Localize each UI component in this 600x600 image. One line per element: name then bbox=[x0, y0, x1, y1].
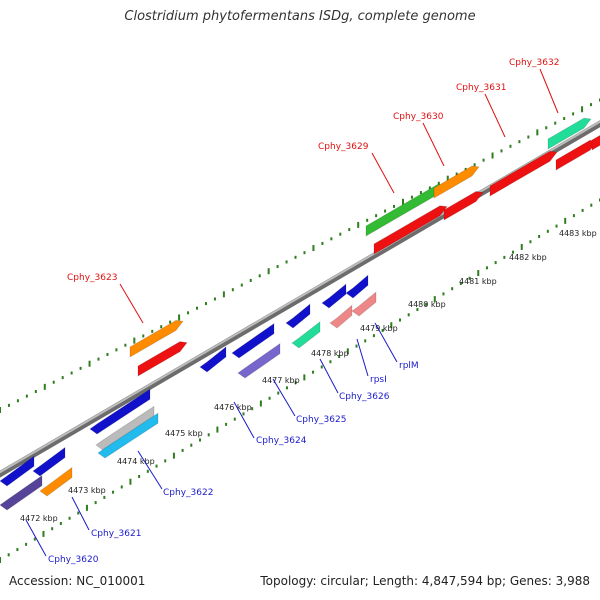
gene-label: Cphy_3632 bbox=[509, 58, 559, 68]
label-leader-line bbox=[272, 378, 296, 417]
genome-summary-text: Topology: circular; Length: 4,847,594 bp… bbox=[260, 574, 590, 588]
gene-label: Cphy_3622 bbox=[163, 488, 213, 498]
gene-label: Cphy_3621 bbox=[91, 529, 141, 539]
gene-blue bbox=[32, 446, 66, 477]
label-leader-line bbox=[422, 122, 445, 167]
gene-cphy-3626 bbox=[291, 320, 321, 349]
kbp-tick-label: 4479 kbp bbox=[360, 324, 398, 333]
gene-label: Cphy_3623 bbox=[67, 273, 117, 283]
gene-rpsi bbox=[329, 304, 353, 329]
gene-cphy-3630 bbox=[433, 165, 480, 199]
kbp-tick-label: 4480 kbp bbox=[408, 300, 446, 309]
map-title: Clostridium phytofermentans ISDg, comple… bbox=[124, 9, 476, 24]
label-leader-line bbox=[319, 358, 339, 394]
gene-cphy-3623 bbox=[129, 319, 184, 358]
genome-backbone-highlight bbox=[0, 120, 600, 474]
label-leader-line bbox=[356, 338, 369, 377]
gene-label: Cphy_3625 bbox=[296, 415, 346, 425]
gene-blue bbox=[345, 274, 369, 299]
label-leader-line bbox=[71, 496, 90, 531]
label-leader-line bbox=[137, 450, 163, 490]
gene-cphy-3625 bbox=[237, 342, 281, 379]
gene-red bbox=[591, 134, 600, 151]
label-leader-line bbox=[233, 401, 255, 439]
accession-text: Accession: NC_010001 bbox=[9, 574, 146, 588]
kbp-tick-label: 4472 kbp bbox=[20, 514, 58, 523]
label-leader-line bbox=[25, 519, 47, 557]
kbp-tick-label: 4477 kbp bbox=[262, 376, 300, 385]
kbp-tick-label: 4478 kbp bbox=[311, 349, 349, 358]
gene-label: rplM bbox=[399, 361, 419, 371]
kbp-tick-label: 4482 kbp bbox=[509, 253, 547, 262]
kbp-tick-label: 4481 kbp bbox=[459, 277, 497, 286]
gene-label: rpsI bbox=[370, 375, 387, 385]
gene-cphy-3622 bbox=[89, 388, 151, 435]
gene-grey bbox=[95, 405, 155, 451]
gene-cyan bbox=[97, 412, 159, 459]
gene-label: Cphy_3624 bbox=[256, 436, 307, 446]
gene-blue bbox=[0, 455, 35, 487]
gene-label: Cphy_3630 bbox=[393, 112, 444, 122]
gene-label: Cphy_3626 bbox=[339, 392, 390, 402]
gene-red bbox=[373, 205, 448, 255]
label-leader-line bbox=[371, 152, 395, 194]
gene-blue bbox=[285, 303, 311, 329]
gene-rplm bbox=[351, 291, 377, 317]
gene-label: Cphy_3629 bbox=[318, 142, 369, 152]
label-leader-line bbox=[374, 322, 398, 363]
gene-blue bbox=[199, 345, 227, 373]
gene-label: Cphy_3620 bbox=[48, 555, 99, 565]
kbp-tick-label: 4473 kbp bbox=[68, 486, 106, 495]
gene-cphy-3632 bbox=[547, 117, 592, 150]
gene-cphy-3621 bbox=[39, 466, 73, 497]
label-leader-line bbox=[119, 283, 144, 324]
kbp-tick-label: 4475 kbp bbox=[165, 429, 203, 438]
gene-red bbox=[137, 341, 188, 377]
kbp-tick-label: 4483 kbp bbox=[559, 229, 597, 238]
label-leader-line bbox=[539, 68, 559, 114]
kbp-tick-label: 4476 kbp bbox=[214, 403, 252, 412]
label-leader-line bbox=[484, 93, 506, 138]
gene-cphy-3620 bbox=[0, 474, 43, 511]
kbp-tick-label: 4474 kbp bbox=[117, 457, 155, 466]
gene-cphy-3631 bbox=[489, 150, 558, 197]
gene-red bbox=[443, 190, 484, 221]
gene-cphy-3624 bbox=[231, 322, 275, 359]
gene-label: Cphy_3631 bbox=[456, 83, 506, 93]
gene-blue bbox=[321, 283, 347, 309]
